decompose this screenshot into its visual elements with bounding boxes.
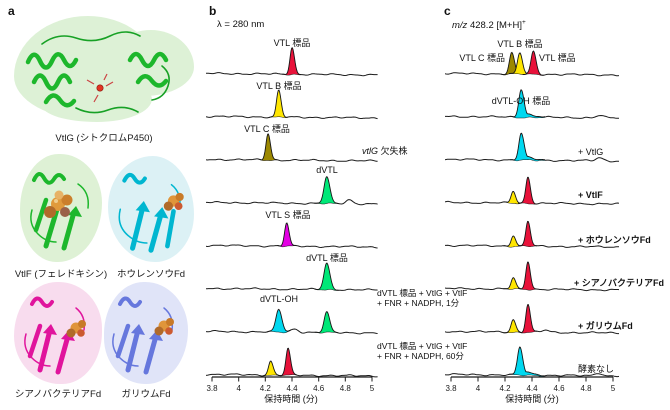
svg-text:3.8: 3.8 <box>206 384 218 393</box>
x-axis-title: 保持時間 (分) <box>264 394 318 404</box>
svg-text:3.8: 3.8 <box>445 384 457 393</box>
svg-text:4.2: 4.2 <box>499 384 511 393</box>
panel-b-letter: b <box>209 4 217 18</box>
retention-time-axis: 3.8 4 4.2 4.4 4.6 4.8 5 <box>445 376 616 393</box>
chromatogram-trace <box>445 261 619 292</box>
right-label-reaction-60min: dVTL 標品 + VtlG + VtlF + FNR + NADPH, 60分 <box>377 341 468 361</box>
retention-time-axis: 3.8 4 4.2 4.4 4.6 4.8 5 <box>206 376 375 393</box>
chromatogram-trace <box>206 347 378 378</box>
x-axis-title: 保持時間 (分) <box>505 394 559 404</box>
peak-label-dvtl-oh: dVTL-OH <box>259 294 299 304</box>
svg-text:4.8: 4.8 <box>340 384 352 393</box>
chromatogram-trace <box>445 176 619 206</box>
peak-label-vtlc-std: VTL C 標品 <box>244 124 290 134</box>
protein-caption: ホウレンソウFd <box>116 269 186 280</box>
chromatogram-trace <box>206 262 378 291</box>
svg-text:4.2: 4.2 <box>260 384 272 393</box>
chromatogram-trace <box>445 303 619 335</box>
spinach-fd-structure-image <box>108 156 194 262</box>
peak-label-vtlb-std: VTL B 標品 <box>497 39 543 49</box>
vtlg-structure-image <box>12 14 196 126</box>
protein-caption: VtlG (シトクロムP450) <box>55 133 153 144</box>
iron-sulfur-cluster-icon <box>163 192 184 211</box>
chromatogram-trace <box>445 346 619 378</box>
gallium-fd-structure-image <box>104 282 188 384</box>
panel-c-condition: m/z 428.2 [M+H]+ <box>452 19 526 32</box>
right-label-reaction-1min: dVTL 標品 + VtlG + VtlF + FNR + NADPH, 1分 <box>377 288 468 308</box>
svg-text:4.4: 4.4 <box>286 384 298 393</box>
right-label-plus-cyano-fd: + シアノバクテリアFd <box>574 278 664 288</box>
chromatogram-trace <box>206 222 378 249</box>
chromatogram-trace <box>206 176 378 206</box>
svg-text:4: 4 <box>476 384 481 393</box>
chromatogram-trace <box>206 47 378 77</box>
chromatogram-trace <box>445 50 619 77</box>
panel-c-letter: c <box>444 4 451 18</box>
ribbon-drawing <box>25 31 170 114</box>
ribbon-drawing <box>112 296 174 375</box>
peak-label-vtlc-std: VTL C 標品 <box>459 53 505 63</box>
chromatogram-trace <box>445 89 619 119</box>
vtlf-structure-image <box>20 154 102 262</box>
cyanobacteria-fd-structure-image <box>14 282 102 384</box>
heme-icon <box>86 73 114 103</box>
ribbon-drawing <box>24 296 86 375</box>
svg-text:5: 5 <box>611 384 616 393</box>
right-label-plus-gallium-fd: + ガリウムFd <box>578 321 633 331</box>
right-label-no-enzyme: 酵素なし <box>578 364 615 374</box>
protein-caption: ガリウムFd <box>121 389 171 400</box>
peak-label-dvtl-std: dVTL 標品 <box>306 253 348 263</box>
protein-caption: シアノバクテリアFd <box>14 389 102 400</box>
ribbon-drawing <box>118 172 184 253</box>
chromatogram-trace <box>206 133 378 162</box>
svg-text:4: 4 <box>236 384 241 393</box>
chromatogram-trace <box>445 220 619 248</box>
peak-label-vtlb-std: VTL B 標品 <box>256 81 302 91</box>
protein-caption: VtlF (フェレドキシン) <box>14 269 108 280</box>
iron-sulfur-cluster-icon <box>44 190 73 218</box>
peak-label-vtls-std: VTL S 標品 <box>265 210 311 220</box>
svg-text:4.4: 4.4 <box>526 384 538 393</box>
iron-sulfur-cluster-icon <box>66 320 86 338</box>
svg-text:4.8: 4.8 <box>580 384 592 393</box>
ribbon-drawing <box>30 172 90 251</box>
peak-label-vtl-std: VTL 標品 <box>273 38 311 48</box>
chromatogram-trace <box>206 89 378 120</box>
right-label-plus-spinach-fd: + ホウレンソウFd <box>578 235 651 245</box>
svg-text:4.6: 4.6 <box>313 384 325 393</box>
svg-text:5: 5 <box>370 384 375 393</box>
right-label-plus-vtlg: + VtlG <box>578 147 604 157</box>
svg-text:4.6: 4.6 <box>553 384 565 393</box>
chromatogram-trace <box>206 308 378 335</box>
panel-b-condition: λ = 280 nm <box>217 19 265 30</box>
right-label-vtlg-deletion-strain: vtlG 欠失株 <box>362 146 408 156</box>
iron-sulfur-cluster-icon <box>154 318 174 336</box>
peak-label-dvtl-oh-std: dVTL-OH 標品 <box>491 96 551 106</box>
chromatogram-trace <box>445 132 619 163</box>
peak-label-vtl-std: VTL 標品 <box>539 53 576 63</box>
peak-label-dvtl: dVTL <box>316 165 338 175</box>
panel-a-letter: a <box>8 4 15 18</box>
right-label-plus-vtlf: + VtlF <box>578 190 603 200</box>
